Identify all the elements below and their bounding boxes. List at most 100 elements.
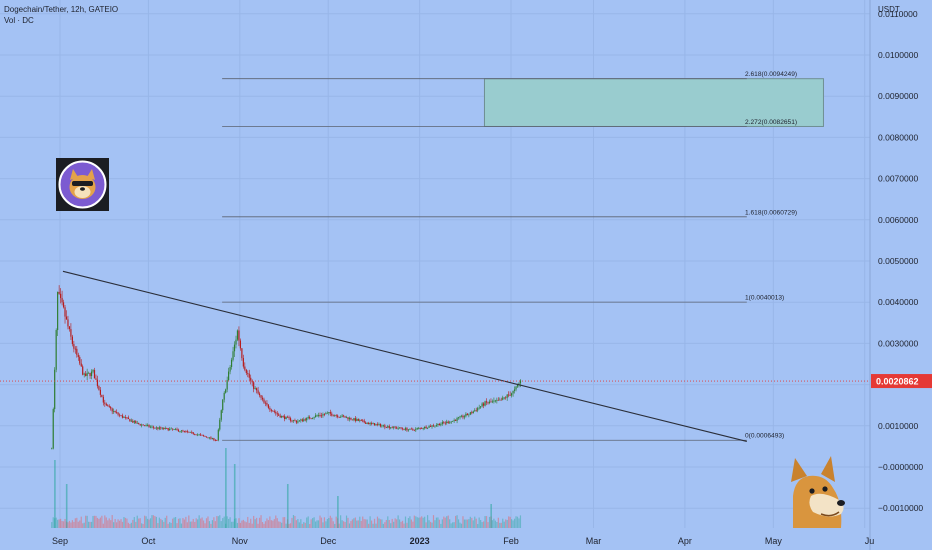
volume-bar bbox=[300, 519, 302, 528]
candle-body bbox=[200, 434, 202, 436]
candles bbox=[51, 285, 522, 450]
volume-bar bbox=[362, 516, 364, 528]
candle-body bbox=[273, 411, 275, 413]
volume-bar bbox=[230, 521, 233, 528]
candle-body bbox=[154, 427, 156, 429]
candle-body bbox=[132, 420, 134, 423]
candle-body bbox=[412, 429, 414, 430]
volume-bar bbox=[114, 518, 116, 528]
candle-body bbox=[434, 425, 436, 427]
candle-body bbox=[135, 421, 137, 424]
volume-bar bbox=[154, 516, 156, 528]
candle-body bbox=[459, 416, 461, 418]
volume-bar bbox=[428, 520, 430, 528]
candle-body bbox=[418, 427, 420, 429]
volume-bar bbox=[491, 520, 494, 528]
candle-body bbox=[74, 348, 76, 350]
candle-body bbox=[104, 402, 106, 404]
candle-body bbox=[463, 416, 466, 418]
candle-body bbox=[482, 403, 485, 406]
volume-bar bbox=[454, 515, 457, 528]
candle-body bbox=[310, 418, 312, 420]
candle-body bbox=[222, 399, 224, 411]
fib-label: 2.618(0.0094249) bbox=[745, 71, 797, 78]
volume-bar bbox=[359, 516, 361, 528]
volume-bar bbox=[385, 519, 387, 528]
candle-body bbox=[244, 366, 246, 370]
price-axis[interactable]: 0.0110000 0.0100000 0.0090000 0.0080000 0.00… bbox=[878, 9, 923, 513]
candle-body bbox=[54, 369, 56, 410]
fib-levels[interactable]: 2.618(0.0094249) 2.272(0.0082651) 1.618(0.… bbox=[222, 71, 797, 441]
candle-body bbox=[201, 434, 203, 436]
volume-bar bbox=[505, 519, 507, 528]
candle-body bbox=[466, 413, 468, 416]
volume-bar bbox=[142, 523, 144, 528]
volume-bar bbox=[310, 519, 312, 528]
volume-bar bbox=[148, 519, 150, 528]
candle-body bbox=[254, 388, 256, 389]
candle-body bbox=[456, 418, 458, 421]
candle-body bbox=[500, 399, 502, 401]
target-zone[interactable] bbox=[483, 78, 824, 127]
volume-bar bbox=[323, 517, 326, 528]
candle-body bbox=[382, 425, 384, 427]
volume-bar bbox=[161, 520, 163, 528]
candle-body bbox=[363, 420, 365, 423]
candle-body bbox=[174, 428, 177, 430]
candle-body bbox=[398, 427, 401, 429]
volume-bar bbox=[111, 515, 113, 528]
candle-body bbox=[362, 420, 364, 422]
candle-body bbox=[180, 430, 183, 432]
candle-body bbox=[233, 344, 236, 352]
volume-bar bbox=[426, 515, 429, 528]
volume-bar bbox=[152, 515, 155, 528]
candle-body bbox=[347, 417, 349, 420]
volume-bar bbox=[446, 516, 448, 528]
candle-body bbox=[275, 412, 277, 414]
volume-indicator-label[interactable]: Vol · DC bbox=[4, 16, 34, 25]
volume-bar bbox=[459, 522, 461, 528]
volume-bar bbox=[144, 515, 146, 528]
candle-body bbox=[303, 419, 305, 421]
symbol-title[interactable]: Dogechain/Tether, 12h, GATEIO bbox=[4, 5, 119, 14]
candle-body bbox=[126, 417, 128, 419]
candle-body bbox=[388, 426, 390, 428]
time-axis[interactable]: Sep Oct Nov Dec 2023 Feb Mar Apr May Ju bbox=[52, 536, 874, 546]
volume-bar bbox=[169, 522, 171, 528]
candle-body bbox=[397, 428, 399, 430]
candle-body bbox=[219, 419, 221, 430]
candle-body bbox=[401, 428, 404, 430]
volume-bar bbox=[301, 523, 303, 528]
volume-bar bbox=[155, 516, 158, 528]
candle-body bbox=[228, 371, 230, 381]
volume-bar bbox=[222, 518, 224, 528]
trendline[interactable] bbox=[62, 270, 747, 442]
candle-body bbox=[475, 410, 477, 412]
candle-body bbox=[291, 420, 293, 422]
candle-body bbox=[152, 426, 155, 428]
volume-bar bbox=[401, 520, 404, 528]
volume-bar bbox=[325, 521, 327, 528]
volume-bar bbox=[92, 515, 94, 528]
volume-bar bbox=[354, 517, 356, 528]
candle-body bbox=[337, 415, 339, 417]
candle-body bbox=[281, 416, 283, 418]
volume-bar bbox=[270, 520, 272, 528]
volume-bar bbox=[391, 518, 393, 528]
candle-body bbox=[360, 420, 362, 422]
volume-bar bbox=[329, 515, 331, 528]
candle-body bbox=[124, 417, 127, 418]
volume-bar bbox=[398, 519, 401, 528]
volume-bar bbox=[174, 517, 177, 528]
volume-bar bbox=[213, 517, 215, 528]
volume-bar bbox=[494, 520, 496, 528]
volume-bar bbox=[282, 517, 284, 528]
volume-bar bbox=[220, 521, 222, 528]
volume-bar bbox=[104, 515, 106, 528]
candle-body bbox=[477, 408, 479, 411]
volume-bar bbox=[96, 517, 99, 528]
volume-bar bbox=[105, 517, 107, 528]
candle-body bbox=[85, 373, 87, 376]
volume-bar bbox=[160, 518, 162, 528]
